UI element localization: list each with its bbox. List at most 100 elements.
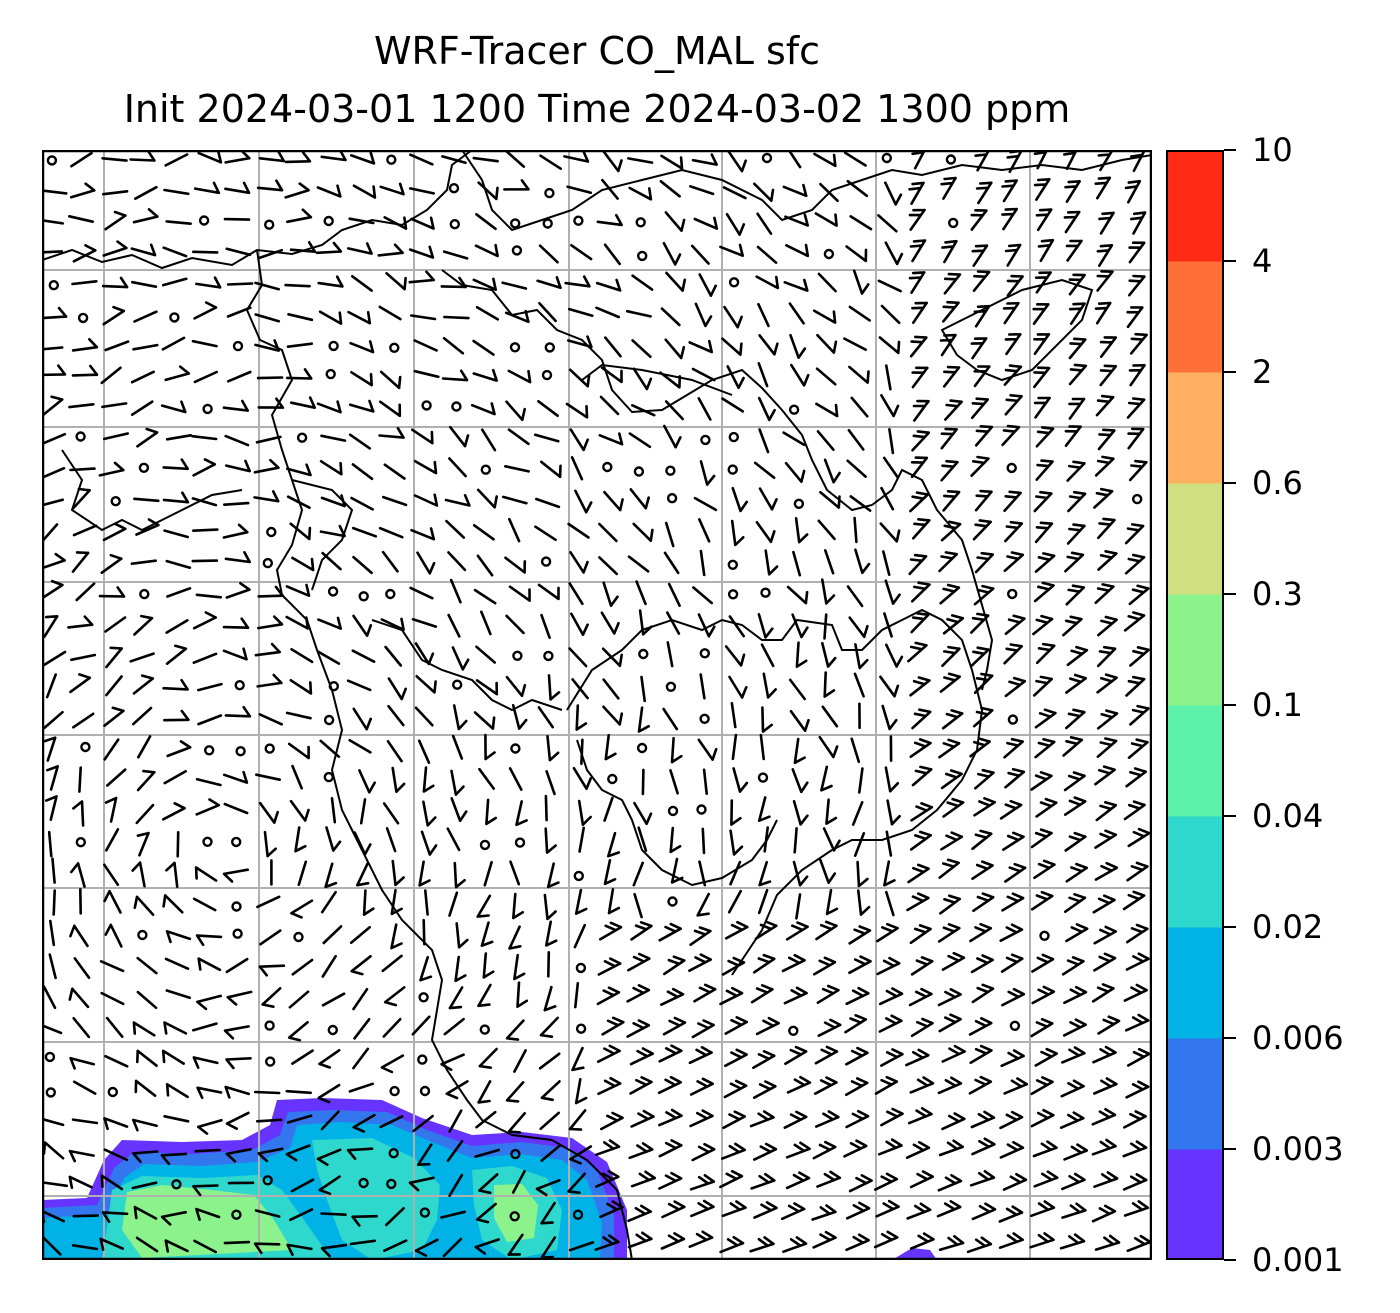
wind-barb: [793, 737, 806, 765]
wind-barb: [1062, 1018, 1087, 1037]
wind-barb: [602, 705, 624, 726]
wind-barb: [317, 275, 344, 288]
wind-barb: [726, 365, 745, 390]
wind-barb: [848, 616, 869, 638]
wind-barb: [784, 1045, 808, 1065]
colorbar-tick-label: 0.02: [1252, 908, 1324, 946]
wind-barb: [443, 315, 470, 320]
wind-barb: [669, 826, 682, 854]
wind-barb: [43, 736, 57, 762]
calm-circle: [46, 155, 58, 166]
calm-circle: [139, 588, 150, 600]
wind-barb: [191, 434, 218, 441]
colorbar-tick: [1224, 371, 1236, 373]
wind-barb: [286, 342, 314, 348]
wind-barb: [633, 892, 643, 919]
wind-barb: [1123, 1200, 1150, 1217]
wind-barb: [409, 586, 434, 600]
wind-barb: [845, 1046, 869, 1066]
wind-barb: [843, 151, 867, 167]
colorbar-tick-label: 0.6: [1252, 464, 1303, 502]
wind-barb: [783, 986, 808, 1005]
wind-barb: [42, 364, 67, 377]
wind-barb: [974, 489, 993, 512]
wind-barb: [939, 333, 957, 357]
wind-barb: [885, 643, 904, 668]
wind-barb: [847, 429, 865, 451]
wind-barb: [909, 830, 932, 851]
wind-barb: [824, 549, 835, 575]
wind-barb: [136, 1049, 158, 1067]
wind-barb: [419, 956, 433, 982]
wind-barb: [69, 1056, 96, 1070]
wind-barb: [164, 153, 189, 167]
wind-barb: [972, 706, 994, 728]
wind-barb: [817, 272, 837, 293]
wind-barb: [638, 609, 653, 636]
wind-barb: [936, 1200, 962, 1218]
calm-circle: [266, 526, 277, 538]
wind-barb: [285, 615, 310, 630]
wind-barb: [819, 490, 841, 509]
wind-barb: [225, 459, 251, 473]
wind-barb: [970, 612, 990, 634]
calm-circle: [727, 589, 739, 600]
wind-barb: [819, 858, 837, 884]
wind-barb: [724, 1048, 748, 1068]
wind-barb: [782, 183, 808, 198]
calm-circle: [45, 1087, 57, 1098]
wind-barb: [474, 243, 499, 258]
wind-barb: [391, 766, 406, 793]
colorbar-tick: [1224, 704, 1236, 706]
wind-barb: [723, 1079, 748, 1099]
wind-barb: [289, 241, 317, 253]
wind-barb: [411, 618, 438, 628]
wind-barb: [820, 765, 833, 792]
wind-barb: [569, 551, 589, 574]
wind-barb: [1001, 179, 1018, 203]
wind-barb: [1002, 831, 1025, 851]
wind-barb: [795, 641, 808, 668]
wind-barb: [505, 1019, 525, 1041]
wind-barb: [416, 551, 436, 575]
wind-barb: [1096, 737, 1118, 758]
wind-barb: [1003, 551, 1025, 573]
wind-barb: [721, 337, 743, 356]
wind-barb: [99, 960, 125, 973]
wind-barb: [783, 278, 809, 292]
wind-barb: [102, 240, 128, 257]
wind-barb: [813, 956, 837, 976]
wind-barb: [599, 921, 623, 941]
wind-barb: [753, 182, 775, 202]
wind-barb: [1125, 1013, 1150, 1032]
wind-barb: [603, 490, 624, 512]
map-border: [42, 150, 1152, 1260]
wind-barb: [1001, 424, 1021, 447]
wind-barb: [350, 151, 376, 165]
wind-barb: [907, 863, 930, 884]
wind-barb: [596, 1044, 621, 1063]
wind-barb: [285, 1089, 312, 1095]
wind-barb: [504, 465, 530, 473]
wind-barb: [853, 672, 865, 698]
wind-barb: [540, 1201, 556, 1225]
wind-barb: [320, 1243, 348, 1258]
wind-barb: [508, 767, 523, 791]
wind-barb: [660, 1232, 686, 1250]
wind-barb: [568, 1241, 595, 1252]
wind-barb: [1062, 615, 1083, 637]
wind-barb: [475, 679, 499, 696]
map-title-line2: Init 2024-03-01 1200 Time 2024-03-02 130…: [123, 87, 1071, 131]
wind-barb: [507, 1233, 524, 1256]
wind-barb: [752, 1050, 776, 1070]
wind-barb: [68, 1149, 95, 1163]
wind-barb: [888, 428, 895, 455]
wind-barb: [941, 239, 958, 264]
wind-barb: [631, 339, 652, 358]
wind-barb: [98, 461, 125, 477]
colorbar-tick-label: 2: [1252, 353, 1273, 391]
wind-barb: [317, 1083, 341, 1104]
calm-circle: [419, 1207, 431, 1218]
wind-barb: [349, 1239, 376, 1246]
wind-barb: [424, 889, 429, 916]
